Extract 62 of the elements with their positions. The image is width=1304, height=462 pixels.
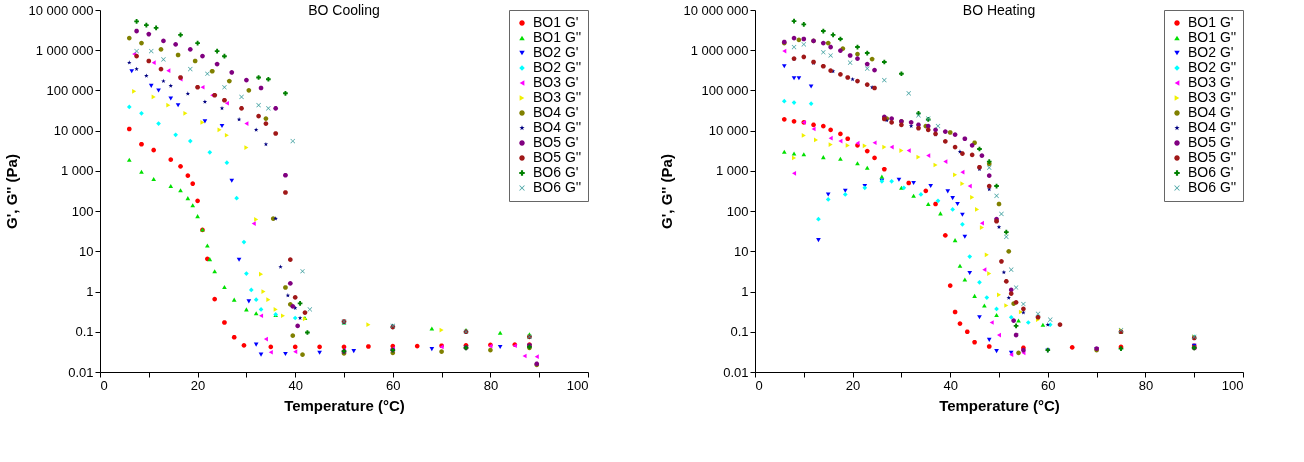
legend-label: BO1 G'': [533, 29, 582, 45]
legend-label: BO5 G': [1188, 134, 1234, 150]
y-tick-label: 10: [79, 243, 94, 259]
legend-label: BO2 G': [533, 44, 579, 60]
x-tick-label: 0: [755, 377, 763, 393]
y-tick-label: 10 000: [53, 123, 94, 139]
legend-label: BO2 G'': [533, 59, 582, 75]
legend-label: BO6 G': [533, 164, 579, 180]
x-tick-label: 80: [483, 377, 499, 393]
y-tick-label: 100 000: [701, 82, 749, 98]
x-axis-title: Temperature (°C): [284, 396, 405, 414]
chart-title: BO Cooling: [308, 2, 380, 18]
legend-label: BO5 G': [533, 134, 579, 150]
legend-label: BO4 G': [1188, 104, 1234, 120]
x-tick-label: 40: [288, 377, 303, 393]
y-tick-label: 10 000: [708, 123, 749, 139]
y-tick-label: 10 000 000: [28, 2, 94, 18]
y-tick-label: 1 000 000: [690, 42, 749, 58]
legend-label: BO5 G'': [533, 149, 582, 165]
legend-label: BO6 G': [1188, 164, 1234, 180]
y-tick-label: 1: [86, 284, 94, 300]
legend-label: BO6 G'': [1188, 179, 1237, 195]
x-tick-label: 80: [1138, 377, 1154, 393]
y-tick-label: 1 000: [60, 163, 94, 179]
x-tick-label: 40: [943, 377, 958, 393]
y-tick-label: 0.1: [75, 324, 94, 340]
x-tick-label: 60: [1041, 377, 1056, 393]
legend-label: BO1 G': [1188, 14, 1234, 30]
y-tick-label: 0.01: [68, 364, 94, 380]
legend-label: BO3 G': [1188, 74, 1234, 90]
y-tick-label: 1 000: [715, 163, 749, 179]
legend-label: BO5 G'': [1188, 149, 1237, 165]
legend-label: BO3 G'': [1188, 89, 1237, 105]
legend-label: BO1 G'': [1188, 29, 1237, 45]
legend-label: BO3 G': [533, 74, 579, 90]
x-tick-label: 60: [386, 377, 401, 393]
y-axis-title: G', G'' (Pa): [3, 154, 21, 229]
x-tick-label: 100: [1221, 377, 1244, 393]
chart-title: BO Heating: [962, 2, 1036, 18]
legend-label: BO2 G'': [1188, 59, 1237, 75]
y-tick-label: 1 000 000: [35, 42, 94, 58]
legend-label: BO1 G': [533, 14, 579, 30]
x-tick-label: 20: [190, 377, 206, 393]
legend-label: BO4 G'': [533, 119, 582, 135]
legend-label: BO4 G'': [1188, 119, 1237, 135]
legend-label: BO2 G': [1188, 44, 1234, 60]
x-axis-title: Temperature (°C): [939, 396, 1060, 414]
y-tick-label: 10: [734, 243, 749, 259]
y-tick-label: 0.1: [730, 324, 749, 340]
x-tick-label: 0: [100, 377, 108, 393]
y-axis-title: G', G'' (Pa): [658, 154, 676, 229]
x-tick-label: 20: [845, 377, 861, 393]
legend-label: BO4 G': [533, 104, 579, 120]
y-tick-label: 0.01: [723, 364, 749, 380]
legend-label: BO3 G'': [533, 89, 582, 105]
x-tick-label: 100: [566, 377, 589, 393]
legend-label: BO6 G'': [533, 179, 582, 195]
y-tick-label: 10 000 000: [683, 2, 749, 18]
y-tick-label: 100: [71, 203, 94, 219]
y-tick-label: 100: [726, 203, 749, 219]
y-tick-label: 100 000: [46, 82, 94, 98]
y-tick-label: 1: [741, 284, 749, 300]
